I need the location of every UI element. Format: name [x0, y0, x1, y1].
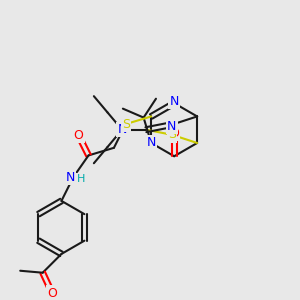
Text: N: N — [66, 171, 75, 184]
Text: N: N — [117, 123, 127, 136]
Text: N: N — [167, 120, 177, 133]
Text: S: S — [168, 128, 176, 141]
Text: N: N — [146, 136, 156, 149]
Text: H: H — [77, 174, 86, 184]
Text: S: S — [122, 118, 130, 130]
Text: O: O — [169, 127, 179, 140]
Text: N: N — [169, 95, 179, 108]
Text: O: O — [74, 129, 83, 142]
Text: O: O — [47, 286, 57, 300]
